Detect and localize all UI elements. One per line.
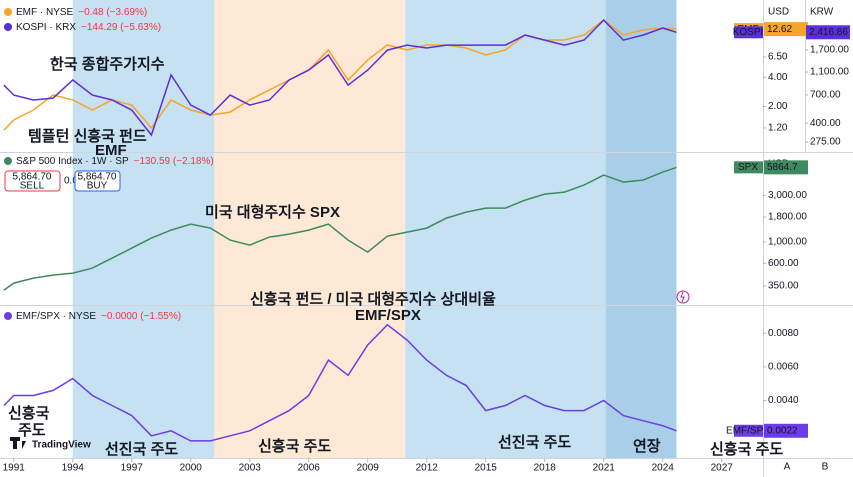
y-tick-label: 0.0060 — [768, 362, 799, 373]
legend-icon — [4, 312, 12, 320]
price-tag-name: KOSPI — [733, 27, 764, 38]
x-tick-label: 2009 — [357, 463, 380, 474]
price-tag-name: SPX — [738, 162, 758, 173]
y-tick-label: 1,800.00 — [768, 212, 807, 223]
legend-name: EMF · NYSE — [16, 7, 74, 18]
legend-icon — [4, 157, 12, 165]
series-line — [3, 323, 677, 442]
price-tag — [734, 424, 763, 437]
x-tick-label: 1994 — [62, 463, 85, 474]
last-value-label: 12.62 — [767, 24, 792, 35]
annotation: EMF — [95, 142, 127, 159]
scale-button[interactable]: A — [784, 462, 791, 473]
period-band — [72, 0, 215, 458]
period-band — [214, 0, 406, 458]
scale-button[interactable]: B — [822, 462, 829, 473]
axis-panel — [763, 0, 853, 477]
x-tick-label: 2024 — [652, 463, 675, 474]
buy-label: BUY — [87, 181, 108, 192]
series-line — [3, 18, 677, 131]
last-value-tag — [764, 423, 808, 438]
annotation: 신흥국 펀드 / 미국 대형주지수 상대비율 — [250, 290, 496, 308]
legend-name: EMF/SPX · NYSE — [16, 311, 96, 322]
y2-tick-label: 275.00 — [810, 137, 841, 148]
annotation: 선진국 주도 — [498, 434, 571, 451]
sell-price: 5,864.70 — [13, 172, 52, 183]
x-tick-label: 2015 — [475, 463, 498, 474]
buy-button — [74, 170, 121, 192]
x-tick-label: 2018 — [534, 463, 557, 474]
annotation: 연장 — [633, 437, 661, 455]
alert-icon-bolt — [680, 291, 685, 303]
y-tick-label: 0.0040 — [768, 395, 799, 406]
price-tag-name: EMF/SPX — [726, 425, 770, 436]
y-tick-label: 0.0080 — [768, 328, 799, 339]
sell-label: SELL — [20, 181, 45, 192]
annotation: 선진국 주도 — [105, 441, 178, 458]
legend-name: KOSPI · KRX — [16, 22, 76, 33]
y-tick-label: 4.00 — [768, 72, 788, 83]
x-tick-label: 2006 — [298, 463, 321, 474]
x-tick-label: 1997 — [121, 463, 144, 474]
last-value-label: 0.0022 — [767, 425, 798, 436]
annotation: 신흥국 — [8, 404, 50, 422]
legend-icon — [4, 23, 12, 31]
legend-change: −0.0000 (−1.55%) — [101, 311, 181, 322]
annotation: EMF/SPX — [355, 307, 421, 324]
legend-change: −130.59 (−2.18%) — [134, 156, 214, 167]
y-tick-label: 6.50 — [768, 52, 788, 63]
price-tag — [734, 161, 763, 174]
x-tick-label: 2003 — [239, 463, 262, 474]
legend-name: EMF · NYSE −0.48 (−3.69%) — [16, 7, 147, 18]
y-tick-label: 350.00 — [768, 281, 799, 292]
last-value-tag — [764, 160, 808, 175]
period-band — [605, 0, 677, 458]
x-tick-label: 2021 — [593, 463, 616, 474]
y-tick-label: 3,000.00 — [768, 190, 807, 201]
legend-change: −144.29 (−5.63%) — [81, 22, 161, 33]
annotation: 주도 — [18, 422, 46, 439]
spread: 0.00 — [64, 176, 84, 187]
y2-tick-label: 1,700.00 — [810, 45, 849, 56]
last-value-tag — [764, 22, 808, 37]
price-tag — [734, 26, 763, 39]
axis-unit: USD — [768, 7, 789, 18]
logo-icon — [10, 437, 26, 449]
annotation: 신흥국 주도 — [258, 437, 331, 455]
period-band — [405, 0, 606, 458]
legend-name: KOSPI · KRX −144.29 (−5.63%) — [16, 22, 161, 33]
legend-icon — [4, 8, 12, 16]
x-tick-label: 1991 — [3, 463, 26, 474]
legend-change: −0.48 (−3.69%) — [78, 7, 147, 18]
y-tick-label: 2.00 — [768, 101, 788, 112]
series-line — [3, 166, 677, 291]
annotation: 템플턴 신흥국 펀드 — [28, 127, 147, 145]
last-value-tag — [806, 25, 850, 40]
y-tick-label: 600.00 — [768, 258, 799, 269]
last-value-label: 5864.7 — [767, 162, 798, 173]
last-value-label: 2,416.86 — [809, 27, 848, 38]
y2-tick-label: 700.00 — [810, 90, 841, 101]
x-tick-label: 2027 — [711, 463, 734, 474]
annotation: 신흥국 주도 — [710, 440, 783, 458]
annotation: 미국 대형주지수 SPX — [205, 204, 340, 221]
x-tick-label: 2012 — [416, 463, 439, 474]
axis-unit: KRW — [810, 7, 834, 18]
legend-name: S&P 500 Index · 1W · SP −130.59 (−2.18%) — [16, 156, 214, 167]
buy-price: 5,864.70 — [78, 172, 117, 183]
y-tick-label: 1.20 — [768, 123, 788, 134]
x-tick-label: 2000 — [180, 463, 203, 474]
series-line — [3, 19, 677, 137]
y-tick-label: 1,000.00 — [768, 236, 807, 247]
y2-tick-label: 400.00 — [810, 118, 841, 129]
y2-tick-label: 1,100.00 — [810, 67, 849, 78]
legend-name: EMF/SPX · NYSE −0.0000 (−1.55%) — [16, 311, 181, 322]
annotation: 한국 종합주가지수 — [50, 56, 165, 73]
logo-text: TradingView — [32, 440, 91, 451]
sell-button — [4, 170, 61, 192]
legend-name: S&P 500 Index · 1W · SP — [16, 156, 129, 167]
